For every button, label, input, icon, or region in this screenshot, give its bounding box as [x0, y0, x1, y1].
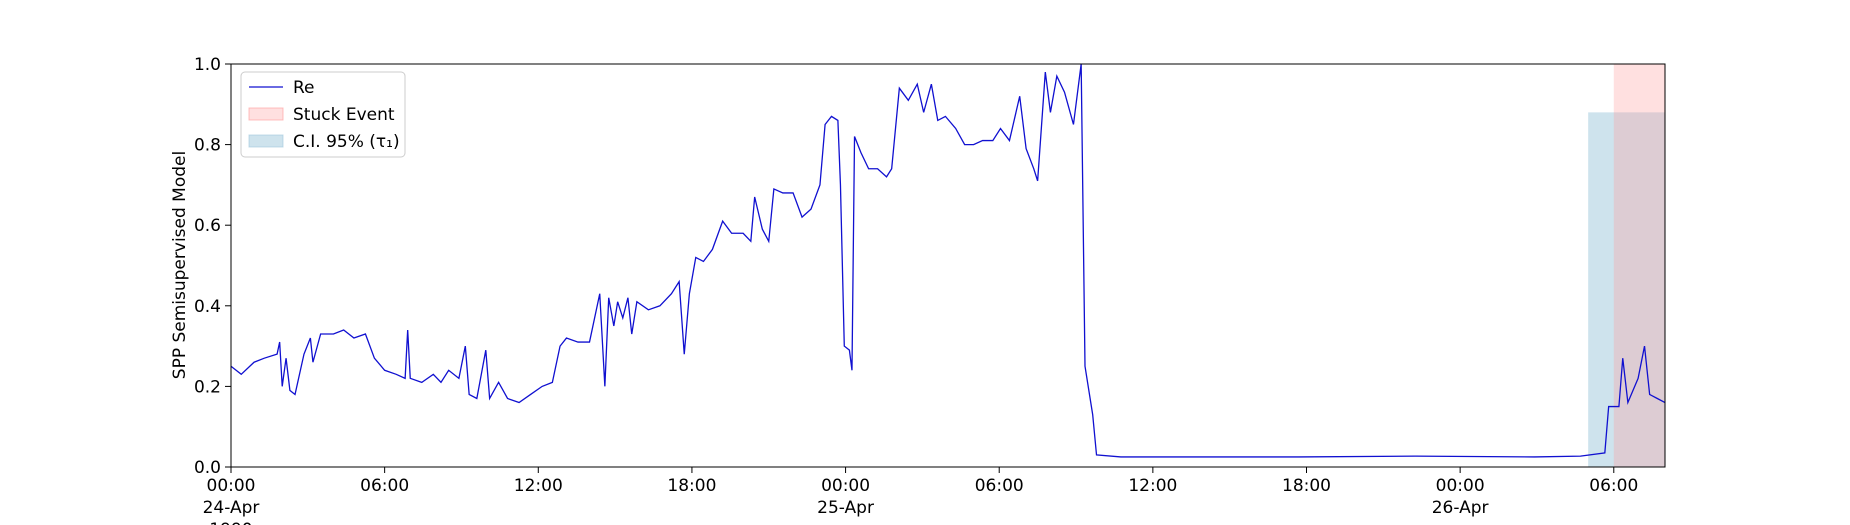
x-tick-label: 06:00 [975, 476, 1024, 496]
x-tick-label: 18:00 [1282, 476, 1331, 496]
x-tick-label: 12:00 [1128, 476, 1177, 496]
span [1588, 112, 1665, 468]
x-tick-label: 00:00 25-Apr [817, 476, 874, 518]
span [1613, 64, 1665, 467]
legend-patch [248, 134, 284, 148]
line [230, 63, 1666, 458]
legend-patch [248, 107, 284, 121]
x-tick-label: 12:00 [514, 476, 563, 496]
y-tick-label: 1.0 [194, 55, 221, 75]
x-tick-label: 06:00 [360, 476, 409, 496]
y-tick-label: 0.2 [194, 377, 221, 397]
y-tick-label: 0.4 [194, 297, 221, 317]
x-tick-label: 00:00 26-Apr [1432, 476, 1489, 518]
legend-label: Stuck Event [293, 105, 395, 125]
legend-label: C.I. 95% (τ₁) [293, 132, 400, 152]
y-tick-label: 0.6 [194, 216, 221, 236]
plot-frame [230, 63, 1666, 468]
x-tick-label: 18:00 [667, 476, 716, 496]
legend-label: Re [293, 78, 315, 98]
y-axis-label: SPP Semisupervised Model [170, 151, 190, 379]
x-tick-label: 06:00 [1589, 476, 1638, 496]
y-tick-label: 0.8 [194, 136, 221, 156]
y-tick-label: 0.0 [194, 458, 221, 478]
